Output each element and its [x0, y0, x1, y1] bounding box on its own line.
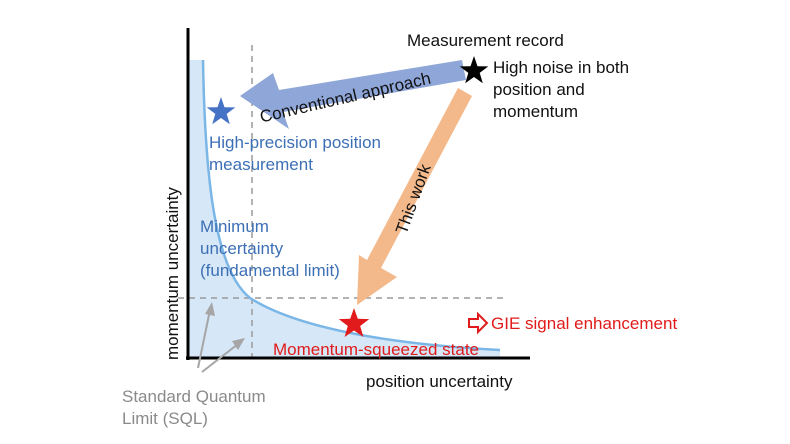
- squeezed-state-star: [338, 308, 370, 337]
- sql-line-2: Limit (SQL): [122, 409, 208, 428]
- gie-arrow-icon: [468, 311, 489, 335]
- minimum-line-1: Minimum: [200, 217, 269, 236]
- sql-pointer-arrow-1: [197, 309, 211, 369]
- squeezed-state-label: Momentum-squeezed state: [273, 340, 479, 359]
- sql-pointer-arrow-2: [201, 343, 239, 373]
- sql-pointer-arrowhead-1: [205, 302, 215, 316]
- gie-label: GIE signal enhancement: [491, 314, 678, 333]
- minimum-line-2: uncertainty: [200, 239, 284, 258]
- conventional-approach-arrow: [240, 60, 466, 129]
- high-precision-line-2: measurement: [209, 155, 313, 174]
- measurement-record-label: Measurement record: [407, 31, 564, 50]
- measurement-record-star: [459, 56, 489, 84]
- high-noise-line-3: momentum: [493, 102, 579, 121]
- x-axis-label: position uncertainty: [366, 372, 513, 391]
- sql-line-1: Standard Quantum: [122, 387, 266, 406]
- uncertainty-region: [188, 60, 500, 358]
- minimum-line-3: (fundamental limit): [200, 261, 340, 280]
- high-precision-line-1: High-precision position: [209, 133, 381, 152]
- this-work-arrow: [357, 88, 472, 305]
- high-noise-line-1: High noise in both: [493, 58, 630, 77]
- high-precision-star: [206, 97, 236, 125]
- high-noise-line-2: position and: [493, 80, 585, 99]
- y-axis-label: momentum uncertainty: [163, 187, 182, 360]
- minimum-uncertainty-curve: [201, 59, 501, 352]
- sql-pointer-arrowhead-2: [232, 338, 245, 350]
